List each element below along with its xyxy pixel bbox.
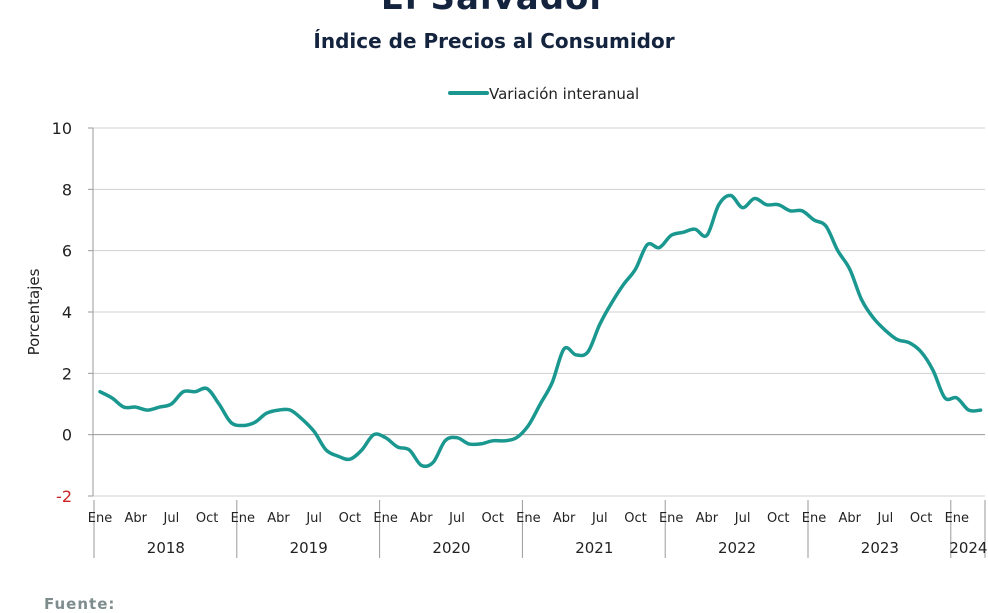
x-tick-label: Ene [88,511,112,526]
tick-labels: 10 8 6 4 2 0 -2 Ene Abr Jul Oct Ene Abr Jul Oct Ene Abr J… [52,119,988,557]
year-label: 2024 [949,539,987,557]
x-tick-label: Oct [339,511,361,526]
x-tick-label: Oct [767,511,789,526]
x-tick-label: Abr [124,511,147,526]
x-tick-label: Ene [945,511,969,526]
x-tick-label: Ene [802,511,826,526]
legend: Variación interanual [448,85,639,103]
x-tick-label: Abr [553,511,576,526]
series-line-variacion-interanual [98,193,983,469]
year-label: 2019 [290,539,328,557]
x-tick-label: Abr [696,511,719,526]
y-tick-label: 4 [62,303,72,322]
x-tick-label: Oct [910,511,932,526]
x-tick-label: Ene [516,511,540,526]
chart-subtitle: Índice de Precios al Consumidor [313,29,675,53]
x-tick-label: Jul [305,511,322,526]
year-label: 2022 [718,539,756,557]
x-tick-label: Oct [196,511,218,526]
y-tick-label: 8 [62,180,72,199]
x-tick-label: Jul [163,511,180,526]
x-tick-label: Ene [231,511,255,526]
year-label: 2021 [575,539,613,557]
x-tick-label: Jul [591,511,608,526]
axes [88,127,986,558]
y-tick-label: 0 [62,426,72,445]
x-tick-label: Ene [659,511,683,526]
year-label: 2023 [861,539,899,557]
x-tick-label: Abr [838,511,861,526]
y-tick-label: 2 [62,364,72,383]
series-layer [98,193,983,469]
x-tick-label: Jul [877,511,894,526]
x-tick-label: Oct [624,511,646,526]
legend-label: Variación interanual [489,85,639,103]
y-tick-label: 6 [62,242,72,261]
chart-title: El Salvador [0,0,988,18]
x-tick-label: Jul [734,511,751,526]
y-tick-label: -2 [56,487,72,506]
year-label: 2018 [147,539,185,557]
y-axis-label: Porcentajes [25,268,43,355]
source-label: Fuente: [44,595,116,613]
x-tick-label: Oct [481,511,503,526]
y-tick-label: 10 [52,119,72,138]
x-tick-label: Abr [410,511,433,526]
x-tick-label: Abr [267,511,290,526]
x-tick-label: Jul [448,511,465,526]
grid-lines [93,127,985,497]
year-label: 2020 [432,539,470,557]
x-tick-label: Ene [373,511,397,526]
